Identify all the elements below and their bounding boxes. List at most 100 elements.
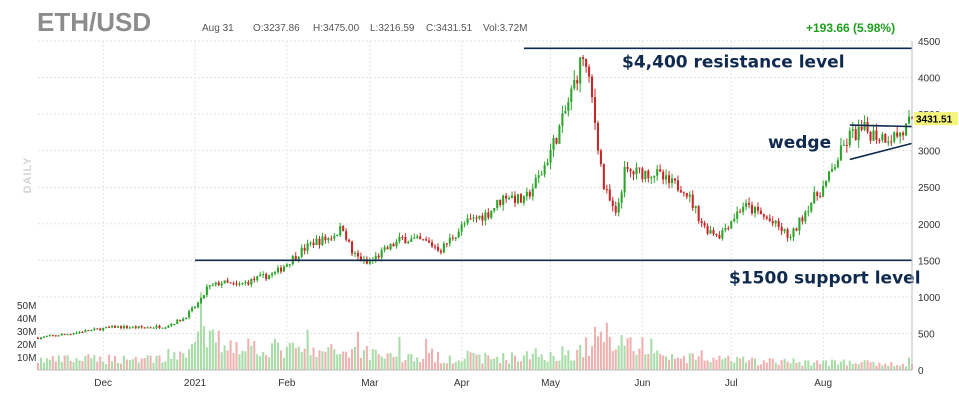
volume-bar	[519, 361, 522, 370]
volume-bar	[780, 360, 783, 370]
volume-bar	[647, 353, 650, 370]
candle-body	[668, 175, 671, 184]
volume-tick-label: 30M	[17, 327, 36, 338]
candle-body	[303, 247, 306, 251]
candle-body	[878, 140, 881, 142]
volume-bar	[54, 361, 57, 370]
candle-body	[513, 195, 517, 203]
candle-body	[798, 217, 801, 231]
candle-body	[84, 330, 87, 333]
candle-body	[353, 252, 357, 254]
candle-body	[896, 132, 899, 137]
candle-body	[813, 192, 816, 204]
candle-body	[78, 331, 81, 333]
candle-body	[336, 235, 339, 237]
volume-bar	[271, 343, 274, 370]
candle-body	[629, 169, 632, 172]
volume-bar	[484, 352, 487, 370]
volume-bar	[288, 343, 291, 370]
candle-body	[167, 325, 170, 328]
candle-body	[113, 325, 117, 328]
last-price-label: 3431.51	[916, 115, 953, 126]
candle-body	[765, 216, 768, 219]
symbol-title: ETH/USD	[37, 7, 151, 37]
candle-body	[428, 240, 431, 243]
volume-bar	[816, 360, 819, 370]
volume-bar	[670, 354, 674, 370]
candle-body	[679, 190, 682, 193]
volume-bar	[419, 362, 422, 370]
candle-body	[795, 228, 798, 231]
candle-body	[324, 236, 327, 241]
candle-body	[271, 273, 274, 276]
volume-bar	[478, 354, 481, 370]
candle-body	[161, 327, 164, 329]
volume-bar	[63, 355, 66, 370]
volume-bar	[531, 353, 534, 370]
candle-body	[208, 285, 211, 287]
volume-bar	[650, 338, 653, 370]
candle-body	[614, 206, 617, 213]
candle-body	[39, 337, 42, 339]
candle-body	[508, 198, 511, 200]
candle-body	[531, 188, 534, 197]
volume-bar	[593, 326, 597, 370]
volume-bar	[851, 363, 854, 370]
candle-body	[256, 276, 259, 281]
candle-body	[552, 138, 555, 150]
volume-bar	[170, 358, 173, 370]
volume-bar	[196, 331, 200, 370]
candle-body	[484, 212, 487, 221]
volume-bar	[285, 347, 288, 370]
volume-bar	[39, 357, 42, 370]
header-low: L:3216.59	[370, 23, 415, 34]
header-high: H:3475.00	[313, 23, 360, 34]
volume-bar	[777, 364, 780, 370]
volume-bar	[66, 355, 69, 370]
volume-bar	[641, 337, 644, 370]
volume-bar	[339, 353, 342, 370]
axis-layer: 050010001500200025003000350040004500Dec2…	[17, 37, 958, 389]
candle-body	[345, 231, 348, 240]
volume-bar	[81, 361, 84, 370]
volume-bar	[635, 354, 638, 370]
volume-tick-label: 50M	[17, 301, 36, 312]
volume-bar	[475, 354, 478, 370]
volume-bar	[321, 351, 324, 370]
volume-bar	[398, 336, 401, 370]
candle-body	[125, 325, 128, 328]
candle-body	[691, 194, 694, 209]
volume-bar	[585, 337, 588, 370]
volume-bar	[676, 357, 679, 370]
volume-bar	[205, 347, 208, 370]
candle-body	[908, 116, 911, 124]
candle-body	[54, 335, 57, 337]
volume-bar	[268, 357, 271, 370]
candle-body	[469, 218, 472, 220]
candle-body	[268, 275, 271, 280]
volume-bar	[318, 350, 321, 370]
month-tick-label: Apr	[454, 378, 470, 389]
candle-body	[638, 167, 641, 169]
volume-bar	[336, 354, 339, 370]
candle-body	[706, 225, 709, 234]
candle-body	[226, 280, 229, 283]
volume-bar	[828, 365, 831, 370]
price-tick-label: 0	[918, 366, 924, 377]
candle-body	[356, 252, 360, 257]
volume-bar	[235, 341, 238, 370]
volume-bar	[673, 358, 677, 370]
candle-body	[739, 211, 742, 213]
month-tick-label: 2021	[184, 378, 207, 389]
candle-body	[635, 167, 638, 175]
candle-body	[199, 298, 202, 303]
candle-body	[756, 206, 759, 211]
candle-body	[857, 126, 860, 141]
volume-bar	[804, 360, 807, 370]
volume-bar	[404, 360, 407, 370]
volume-bar	[431, 348, 434, 370]
candle-body	[176, 319, 179, 324]
volume-bar	[469, 352, 472, 370]
volume-bar	[611, 351, 614, 370]
candle-body	[404, 237, 407, 244]
